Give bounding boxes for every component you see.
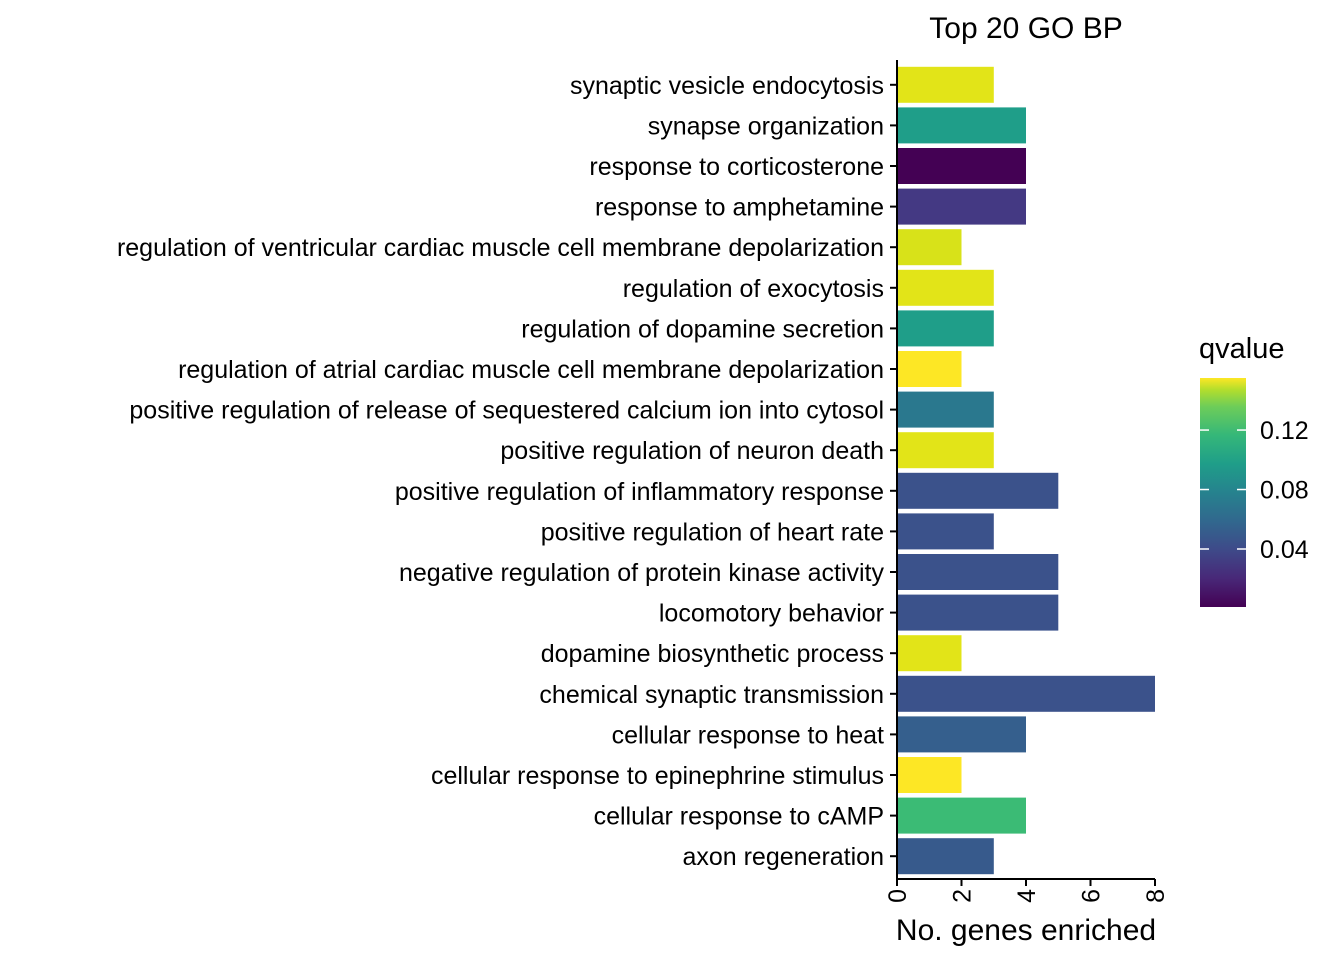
bar xyxy=(897,472,1059,509)
category-label: regulation of atrial cardiac muscle cell… xyxy=(178,356,884,384)
bar xyxy=(897,66,994,103)
category-label: positive regulation of inflammatory resp… xyxy=(395,478,884,506)
legend-tick-label: 0.08 xyxy=(1260,477,1309,505)
category-label: regulation of dopamine secretion xyxy=(521,315,884,343)
bar xyxy=(897,635,962,672)
category-label: synaptic vesicle endocytosis xyxy=(570,72,884,100)
x-tick-label: 2 xyxy=(949,889,977,903)
category-label: negative regulation of protein kinase ac… xyxy=(399,559,885,587)
x-tick-label: 6 xyxy=(1078,889,1106,903)
x-tick-label: 0 xyxy=(884,889,912,903)
x-tick-label: 4 xyxy=(1013,889,1041,903)
bar xyxy=(897,513,994,550)
category-label: positive regulation of release of seques… xyxy=(129,397,884,425)
category-label: dopamine biosynthetic process xyxy=(541,640,884,668)
bar xyxy=(897,594,1059,631)
x-axis-ticks: 0 2 4 6 8 xyxy=(884,879,1170,903)
bars-layer xyxy=(897,66,1155,875)
x-tick-label: 8 xyxy=(1142,889,1170,903)
bar xyxy=(897,107,1026,144)
legend-colorbar xyxy=(1200,378,1246,607)
legend-ticks: 0.04 0.08 0.12 xyxy=(1200,417,1309,564)
bar xyxy=(897,391,994,428)
bar xyxy=(897,757,962,793)
bar xyxy=(897,716,1026,753)
category-label: response to corticosterone xyxy=(589,153,884,181)
category-label: axon regeneration xyxy=(682,843,884,871)
bar xyxy=(897,797,1026,834)
bar xyxy=(897,148,1026,184)
category-label: response to amphetamine xyxy=(595,194,884,222)
legend-title: qvalue xyxy=(1199,333,1284,365)
category-label: regulation of ventricular cardiac muscle… xyxy=(117,234,884,262)
category-labels: synaptic vesicle endocytosis synapse orga… xyxy=(117,72,885,871)
category-label: regulation of exocytosis xyxy=(623,275,884,303)
bar xyxy=(897,432,994,469)
bar xyxy=(897,310,994,347)
bar xyxy=(897,188,1026,225)
bar xyxy=(897,554,1059,590)
category-label: synapse organization xyxy=(648,112,884,140)
category-label: chemical synaptic transmission xyxy=(539,681,884,709)
bar xyxy=(897,229,962,266)
chart-title: Top 20 GO BP xyxy=(929,12,1122,45)
legend-tick-label: 0.04 xyxy=(1260,536,1309,564)
bar xyxy=(897,351,962,387)
category-label: cellular response to epinephrine stimulu… xyxy=(431,762,884,790)
category-label: locomotory behavior xyxy=(659,600,884,628)
category-label: cellular response to heat xyxy=(612,721,884,749)
legend: qvalue 0.04 0.08 0.12 xyxy=(1199,333,1309,607)
category-label: positive regulation of neuron death xyxy=(500,437,884,465)
bar xyxy=(897,675,1155,712)
y-axis-ticks xyxy=(890,83,897,858)
legend-tick-label: 0.12 xyxy=(1260,417,1309,445)
category-label: positive regulation of heart rate xyxy=(541,518,884,546)
category-label: cellular response to cAMP xyxy=(594,803,884,831)
x-axis-label: No. genes enriched xyxy=(896,914,1156,947)
bar xyxy=(897,838,994,875)
bar xyxy=(897,269,994,306)
